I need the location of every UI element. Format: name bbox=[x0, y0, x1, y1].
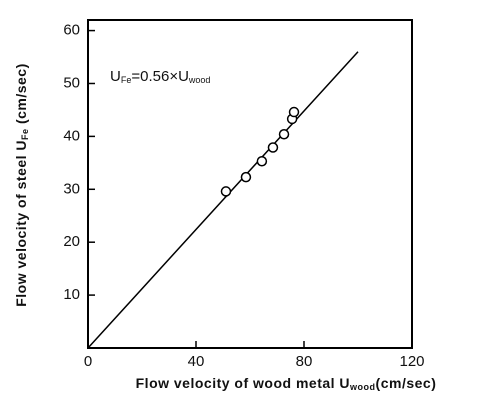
annotation-part: =0.56×U bbox=[131, 68, 189, 85]
y-axis-label-part: Fe bbox=[20, 128, 30, 140]
x-tick-label: 80 bbox=[296, 353, 313, 370]
x-axis-label-part: wood bbox=[349, 382, 376, 392]
data-point bbox=[220, 186, 232, 197]
x-axis-label: Flow velocity of wood metal Uwood(cm/sec… bbox=[136, 375, 437, 393]
x-tick-label: 0 bbox=[84, 353, 92, 370]
plot-frame bbox=[87, 19, 413, 349]
y-axis-label-part: (cm/sec) bbox=[13, 63, 29, 128]
annotation-part: U bbox=[110, 68, 121, 85]
annotation-part: wood bbox=[188, 75, 211, 85]
data-point bbox=[288, 106, 300, 118]
fit-line bbox=[87, 51, 359, 349]
x-tick-label: 120 bbox=[399, 353, 424, 370]
y-tick-label: 30 bbox=[63, 180, 80, 197]
annotation-part: Fe bbox=[121, 75, 132, 85]
data-point bbox=[267, 142, 279, 153]
y-tick-label: 10 bbox=[63, 286, 80, 303]
y-tick-label: 40 bbox=[63, 127, 80, 144]
y-axis-label-part: Flow velocity of steel U bbox=[13, 140, 29, 307]
y-axis-label: Flow velocity of steel UFe (cm/sec) bbox=[13, 63, 31, 307]
y-tick-label: 60 bbox=[63, 22, 80, 39]
annotation: UFe=0.56×Uwood bbox=[110, 68, 210, 85]
x-axis-label-part: (cm/sec) bbox=[376, 375, 437, 391]
y-tick-label: 20 bbox=[63, 233, 80, 250]
x-tick-label: 40 bbox=[188, 353, 205, 370]
data-point bbox=[256, 156, 268, 167]
data-point bbox=[278, 129, 290, 140]
y-tick-label: 50 bbox=[63, 74, 80, 91]
data-point bbox=[240, 171, 252, 183]
x-axis-label-part: Flow velocity of wood metal U bbox=[136, 375, 350, 391]
